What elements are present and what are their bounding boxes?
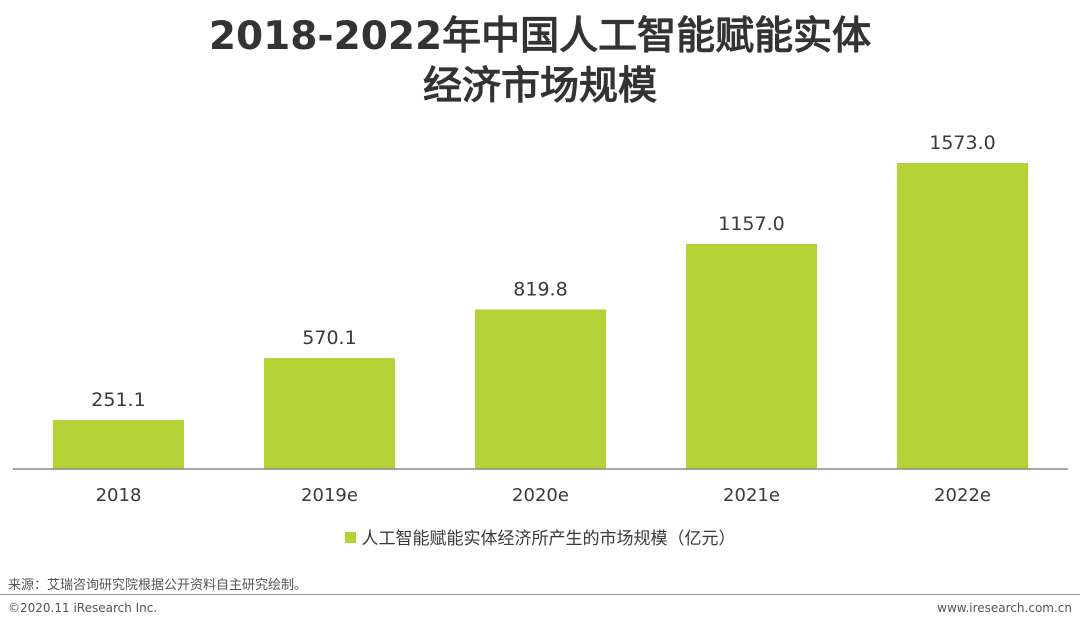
bars-group: 251.1 2018 570.1 2019e 819.8 2020e 1157.0 2021e… — [53, 132, 1028, 506]
x-tick-label-2022e: 2022e — [934, 485, 991, 506]
x-tick-label-2021e: 2021e — [723, 485, 780, 506]
bar-2022e — [897, 163, 1028, 469]
x-tick-label-2018: 2018 — [96, 485, 142, 506]
footer-divider — [0, 594, 1080, 595]
legend-swatch — [344, 532, 356, 543]
bar-value-label-2019e: 570.1 — [302, 327, 356, 349]
bar-value-label-2021e: 1157.0 — [718, 213, 784, 235]
legend-label: 人工智能赋能实体经济所产生的市场规模（亿元） — [361, 529, 736, 549]
bar-value-label-2022e: 1573.0 — [929, 132, 995, 154]
bar-value-label-2020e: 819.8 — [513, 279, 567, 301]
x-tick-label-2020e: 2020e — [512, 485, 569, 506]
website-text: www.iresearch.com.cn — [937, 601, 1072, 615]
chart-title-line-2: 经济市场规模 — [422, 64, 657, 109]
bar-2019e — [264, 358, 395, 469]
bar-2018 — [53, 420, 184, 469]
bar-value-label-2018: 251.1 — [91, 389, 145, 411]
source-note: 来源：艾瑞咨询研究院根据公开资料自主研究绘制。 — [8, 578, 308, 593]
legend: 人工智能赋能实体经济所产生的市场规模（亿元） — [0, 524, 1080, 549]
bar-2020e — [475, 309, 606, 469]
x-tick-label-2019e: 2019e — [301, 485, 358, 506]
bar-chart: 251.1 2018 570.1 2019e 819.8 2020e 1157.0 2021e… — [13, 132, 1068, 506]
bar-2021e — [686, 243, 817, 469]
chart-title-line-1: 2018-2022年中国人工智能赋能实体 — [208, 14, 872, 59]
copyright-text: ©2020.11 iResearch Inc. — [8, 601, 158, 615]
